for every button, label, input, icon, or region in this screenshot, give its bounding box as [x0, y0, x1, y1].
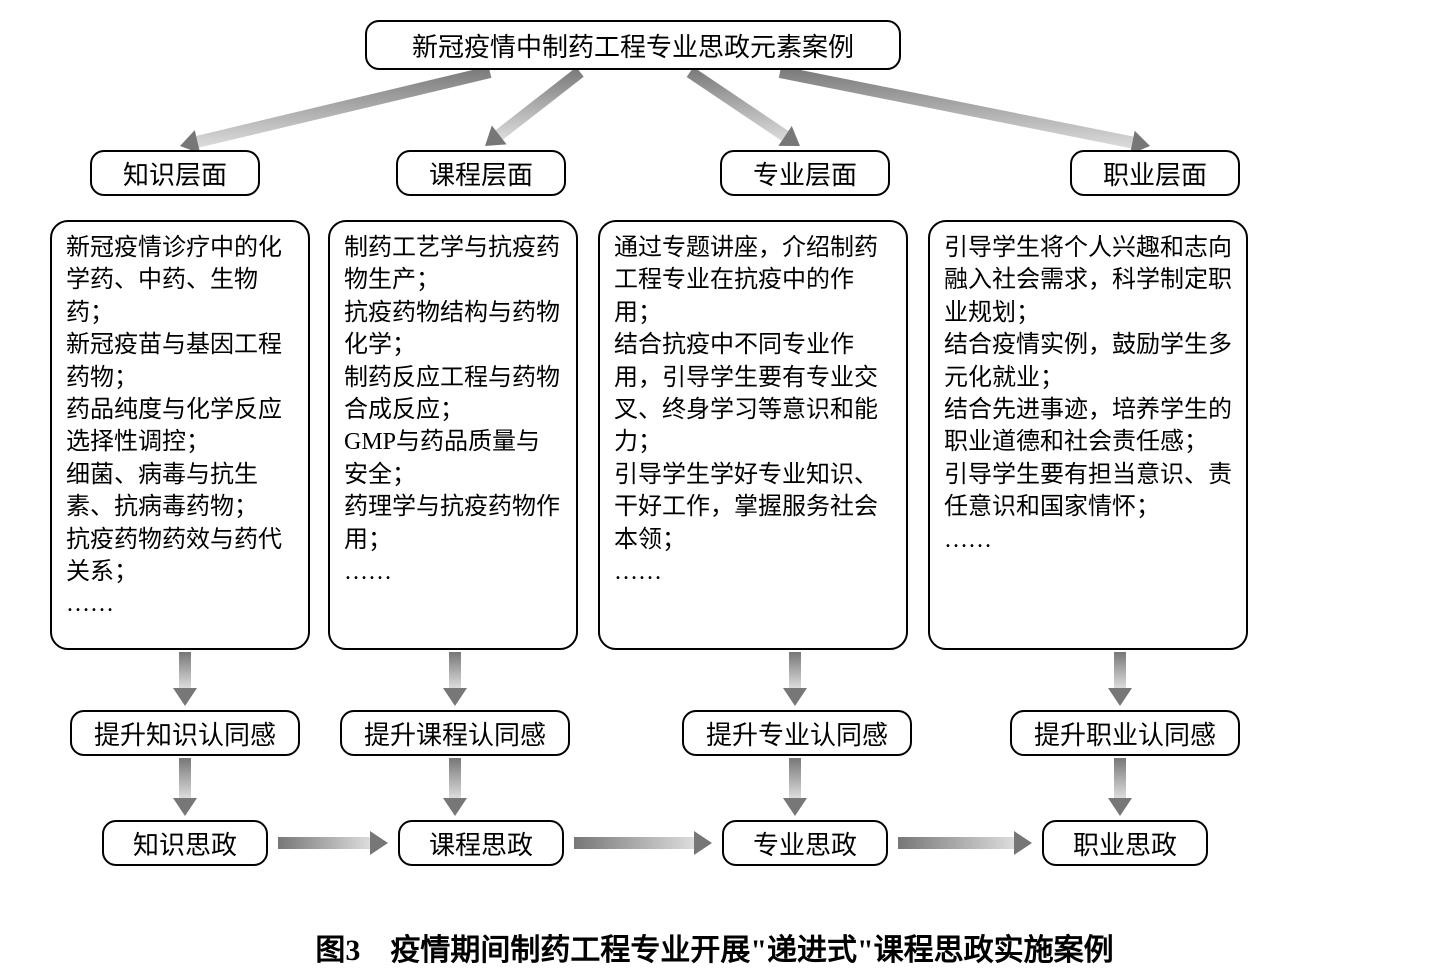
enhance-node: 提升专业认同感: [682, 710, 912, 756]
level-label: 知识层面: [123, 155, 227, 192]
sizheng-label: 课程思政: [429, 825, 533, 862]
root-label: 新冠疫情中制药工程专业思政元素案例: [412, 27, 854, 64]
enhance-label: 提升课程认同感: [364, 715, 546, 752]
enhance-node: 提升知识认同感: [70, 710, 300, 756]
level-node: 职业层面: [1070, 150, 1240, 196]
enhance-node: 提升职业认同感: [1010, 710, 1240, 756]
sizheng-node: 知识思政: [102, 820, 268, 866]
level-node: 专业层面: [720, 150, 890, 196]
enhance-node: 提升课程认同感: [340, 710, 570, 756]
sizheng-label: 知识思政: [133, 825, 237, 862]
content-box: 通过专题讲座，介绍制药工程专业在抗疫中的作用； 结合抗疫中不同专业作用，引导学生…: [598, 220, 908, 650]
sizheng-label: 专业思政: [753, 825, 857, 862]
enhance-label: 提升专业认同感: [706, 715, 888, 752]
level-label: 职业层面: [1103, 155, 1207, 192]
figure-caption: 图3 疫情期间制药工程专业开展"递进式"课程思政实施案例: [20, 925, 1409, 969]
content-text: 引导学生将个人兴趣和志向融入社会需求，科学制定职业规划； 结合疫情实例，鼓励学生…: [944, 235, 1232, 553]
content-box: 引导学生将个人兴趣和志向融入社会需求，科学制定职业规划； 结合疫情实例，鼓励学生…: [928, 220, 1248, 650]
sizheng-node: 课程思政: [398, 820, 564, 866]
content-box: 新冠疫情诊疗中的化学药、中药、生物药； 新冠疫苗与基因工程药物； 药品纯度与化学…: [50, 220, 310, 650]
level-label: 专业层面: [753, 155, 857, 192]
enhance-label: 提升职业认同感: [1034, 715, 1216, 752]
level-label: 课程层面: [429, 155, 533, 192]
content-text: 通过专题讲座，介绍制药工程专业在抗疫中的作用； 结合抗疫中不同专业作用，引导学生…: [614, 235, 878, 585]
caption-text: 图3 疫情期间制药工程专业开展"递进式"课程思政实施案例: [315, 934, 1113, 967]
flowchart-diagram: 新冠疫情中制药工程专业思政元素案例 知识层面新冠疫情诊疗中的化学药、中药、生物药…: [20, 20, 1409, 956]
level-node: 课程层面: [396, 150, 566, 196]
content-box: 制药工艺学与抗疫药物生产； 抗疫药物结构与药物化学； 制药反应工程与药物合成反应…: [328, 220, 578, 650]
content-text: 新冠疫情诊疗中的化学药、中药、生物药； 新冠疫苗与基因工程药物； 药品纯度与化学…: [66, 235, 282, 617]
level-node: 知识层面: [90, 150, 260, 196]
content-text: 制药工艺学与抗疫药物生产； 抗疫药物结构与药物化学； 制药反应工程与药物合成反应…: [344, 235, 560, 585]
sizheng-label: 职业思政: [1073, 825, 1177, 862]
sizheng-node: 职业思政: [1042, 820, 1208, 866]
sizheng-node: 专业思政: [722, 820, 888, 866]
root-node: 新冠疫情中制药工程专业思政元素案例: [365, 20, 901, 70]
enhance-label: 提升知识认同感: [94, 715, 276, 752]
